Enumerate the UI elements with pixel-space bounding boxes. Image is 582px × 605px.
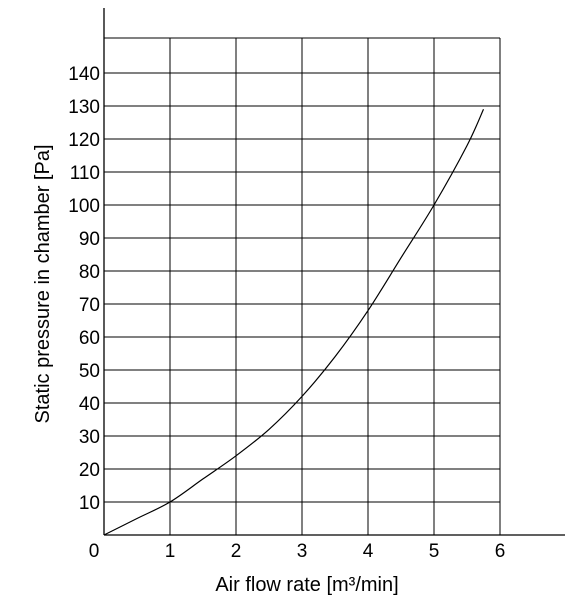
x-tick-label: 2 xyxy=(231,541,242,562)
y-axis-label: Static pressure in chamber [Pa] xyxy=(32,144,54,423)
x-tick-label: 4 xyxy=(363,541,374,562)
x-tick-label: 0 xyxy=(89,541,100,562)
y-tick-label: 10 xyxy=(79,493,100,514)
x-tick-label: 3 xyxy=(297,541,308,562)
y-tick-label: 20 xyxy=(79,460,100,481)
y-tick-label: 60 xyxy=(79,328,100,349)
y-tick-label: 100 xyxy=(68,196,100,217)
y-tick-label: 90 xyxy=(79,229,100,250)
x-tick-label: 6 xyxy=(495,541,506,562)
y-tick-label: 140 xyxy=(68,64,100,85)
x-tick-label: 1 xyxy=(165,541,176,562)
series xyxy=(104,109,484,535)
y-tick-label: 30 xyxy=(79,427,100,448)
y-tick-label: 50 xyxy=(79,361,100,382)
x-axis-label: Air flow rate [m³/min] xyxy=(215,574,398,596)
y-tick-label: 70 xyxy=(79,295,100,316)
y-tick-label: 110 xyxy=(70,163,100,184)
x-tick-label: 5 xyxy=(429,541,440,562)
series-line xyxy=(104,109,484,535)
y-tick-label: 120 xyxy=(68,130,100,151)
y-tick-label: 40 xyxy=(79,394,100,415)
x-tick-labels: 0 1 2 3 4 5 6 xyxy=(89,541,506,562)
y-tick-labels: 10 20 30 40 50 60 70 80 90 100 110 120 130 140 xyxy=(68,64,100,514)
y-tick-label: 130 xyxy=(68,97,100,118)
grid xyxy=(104,38,500,535)
y-tick-label: 80 xyxy=(79,262,100,283)
